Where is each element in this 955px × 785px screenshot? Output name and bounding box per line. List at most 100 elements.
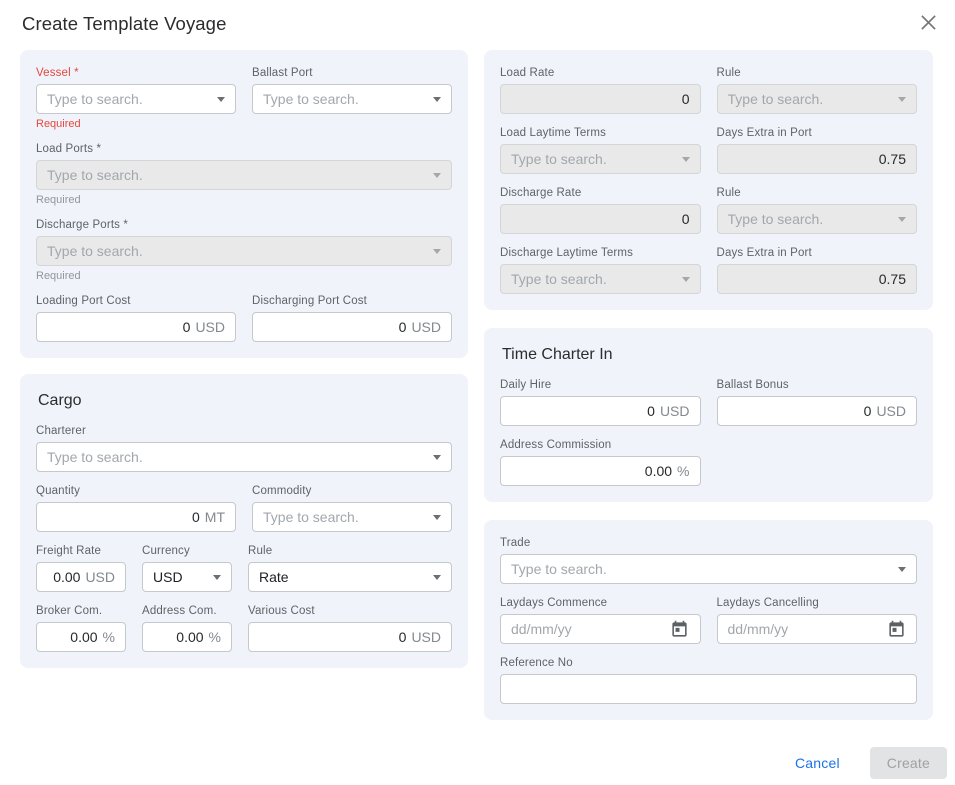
discharge-laytime-terms-label: Discharge Laytime Terms	[500, 247, 633, 259]
load-rate-field: Load Rate 0	[500, 66, 701, 114]
chevron-down-icon	[433, 97, 441, 102]
currency-field: Currency USD	[142, 544, 232, 592]
broker-com-input[interactable]: 0.00 %	[36, 622, 126, 652]
quantity-value: 0	[191, 509, 200, 525]
quantity-unit: MT	[204, 509, 225, 525]
laydays-commence-placeholder: dd/mm/yy	[511, 621, 572, 637]
laydays-commence-calendar-button[interactable]	[670, 619, 690, 639]
daily-hire-unit: USD	[659, 403, 690, 419]
load-rate-label: Load Rate	[500, 67, 555, 79]
load-days-extra-field: Days Extra in Port 0.75	[716, 126, 917, 174]
load-ports-required-text: Required	[36, 194, 81, 206]
address-com-input[interactable]: 0.00 %	[142, 622, 232, 652]
vessel-field: Vessel * Type to search. Required	[36, 66, 236, 130]
load-laytime-terms-field: Load Laytime Terms Type to search.	[500, 126, 701, 174]
currency-select[interactable]: USD	[142, 562, 232, 592]
discharging-port-cost-input[interactable]: 0 USD	[252, 312, 452, 342]
load-ports-field: Load Ports * Type to search. Required	[36, 142, 452, 206]
laydays-cancelling-calendar-button[interactable]	[886, 619, 906, 639]
discharge-rate-value: 0	[681, 211, 690, 227]
discharge-days-extra-label: Days Extra in Port	[716, 247, 812, 259]
charterer-placeholder: Type to search.	[47, 449, 143, 465]
discharge-rule-placeholder: Type to search.	[727, 211, 824, 227]
load-rule-placeholder: Type to search.	[727, 91, 824, 107]
daily-hire-label: Daily Hire	[500, 379, 552, 391]
daily-hire-value: 0	[647, 403, 655, 419]
loading-port-cost-input[interactable]: 0 USD	[36, 312, 236, 342]
create-button[interactable]: Create	[869, 747, 947, 779]
address-com-unit: %	[208, 629, 221, 645]
vessel-select[interactable]: Type to search.	[36, 84, 236, 114]
discharge-days-extra-field: Days Extra in Port 0.75	[716, 246, 917, 294]
trade-select[interactable]: Type to search.	[500, 554, 917, 584]
trade-placeholder: Type to search.	[511, 561, 607, 577]
load-ports-placeholder: Type to search.	[47, 167, 143, 183]
address-commission-input[interactable]: 0.00 %	[500, 456, 701, 486]
discharge-laytime-terms-select: Type to search.	[500, 264, 701, 294]
ballast-bonus-input[interactable]: 0 USD	[716, 396, 917, 426]
freight-rate-label: Freight Rate	[36, 545, 102, 557]
broker-com-field: Broker Com. 0.00 %	[36, 604, 126, 652]
address-commission-unit: %	[677, 463, 690, 479]
reference-no-input[interactable]	[500, 674, 917, 704]
discharge-rule-field: Rule Type to search.	[716, 186, 917, 234]
quantity-input[interactable]: 0 MT	[36, 502, 236, 532]
close-button[interactable]	[917, 11, 939, 33]
discharge-rate-input: 0	[500, 204, 701, 234]
cancel-button[interactable]: Cancel	[781, 747, 854, 779]
discharge-rate-label: Discharge Rate	[500, 187, 582, 199]
discharging-port-cost-unit: USD	[411, 319, 441, 335]
various-cost-input[interactable]: 0 USD	[248, 622, 452, 652]
chevron-down-icon	[433, 455, 441, 460]
ballast-bonus-unit: USD	[876, 403, 906, 419]
right-column: Load Rate 0 Rule Type to search.	[484, 50, 933, 720]
freight-rule-label: Rule	[248, 545, 273, 557]
vessel-required-text: Required	[36, 118, 81, 130]
chevron-down-icon	[681, 157, 690, 162]
freight-rate-value: 0.00	[53, 569, 81, 585]
ballast-port-select[interactable]: Type to search.	[252, 84, 452, 114]
close-icon	[920, 14, 936, 30]
discharge-rule-label: Rule	[716, 187, 741, 199]
loading-port-cost-label: Loading Port Cost	[36, 295, 131, 307]
discharge-laytime-terms-placeholder: Type to search.	[511, 271, 607, 287]
load-days-extra-label: Days Extra in Port	[716, 127, 812, 139]
freight-rate-field: Freight Rate 0.00 USD	[36, 544, 126, 592]
reference-no-label: Reference No	[500, 657, 573, 669]
cargo-heading: Cargo	[38, 392, 82, 409]
broker-com-unit: %	[102, 629, 115, 645]
discharge-days-extra-input: 0.75	[716, 264, 917, 294]
discharge-laytime-terms-field: Discharge Laytime Terms Type to search.	[500, 246, 701, 294]
laydays-commence-field: Laydays Commence dd/mm/yy	[500, 596, 701, 644]
chevron-down-icon	[433, 249, 441, 254]
chevron-down-icon	[898, 217, 906, 222]
vessel-ports-section: Vessel * Type to search. Required Ballas…	[20, 50, 468, 358]
ballast-port-label: Ballast Port	[252, 67, 313, 79]
commodity-select[interactable]: Type to search.	[252, 502, 452, 532]
quantity-label: Quantity	[36, 485, 81, 497]
address-com-value: 0.00	[176, 629, 204, 645]
freight-rule-select[interactable]: Rate	[248, 562, 452, 592]
address-commission-value: 0.00	[644, 463, 673, 479]
laydays-cancelling-input[interactable]: dd/mm/yy	[716, 614, 917, 644]
address-commission-field: Address Commission 0.00 %	[500, 438, 701, 486]
daily-hire-input[interactable]: 0 USD	[500, 396, 701, 426]
commodity-placeholder: Type to search.	[263, 509, 359, 525]
ballast-bonus-value: 0	[863, 403, 872, 419]
freight-rate-unit: USD	[85, 569, 115, 585]
loading-port-cost-value: 0	[182, 319, 191, 335]
load-rate-input: 0	[500, 84, 701, 114]
charterer-select[interactable]: Type to search.	[36, 442, 452, 472]
calendar-icon	[888, 620, 904, 637]
discharge-ports-required-text: Required	[36, 270, 81, 282]
freight-rate-input[interactable]: 0.00 USD	[36, 562, 126, 592]
trade-field: Trade Type to search.	[500, 536, 917, 584]
quantity-field: Quantity 0 MT	[36, 484, 236, 532]
discharging-port-cost-value: 0	[398, 319, 407, 335]
laydays-commence-input[interactable]: dd/mm/yy	[500, 614, 701, 644]
reference-no-field: Reference No	[500, 656, 917, 704]
address-commission-label: Address Commission	[500, 439, 612, 451]
chevron-down-icon	[217, 97, 225, 102]
broker-com-label: Broker Com.	[36, 605, 103, 617]
charterer-field: Charterer Type to search.	[36, 424, 452, 472]
